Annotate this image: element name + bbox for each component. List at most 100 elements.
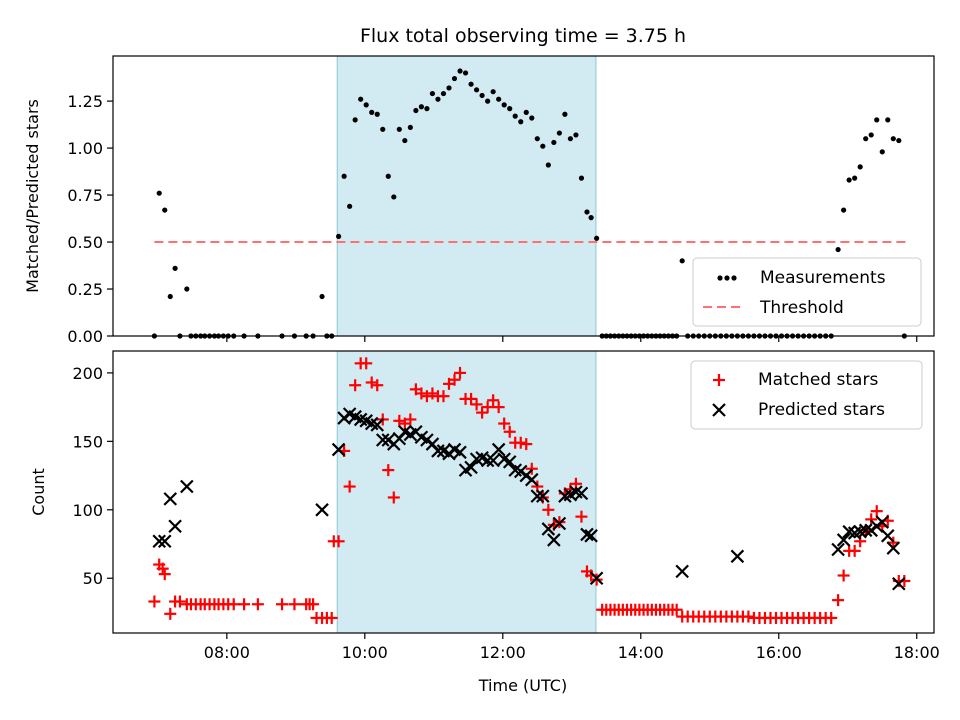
data-point — [541, 522, 556, 536]
series-matched-stars — [148, 357, 911, 624]
data-point — [370, 418, 385, 432]
data-point — [863, 136, 869, 142]
data-point — [407, 124, 413, 131]
data-point — [852, 175, 858, 181]
y-tick-label: 200 — [72, 364, 103, 383]
data-point — [679, 258, 685, 264]
data-point — [476, 406, 489, 419]
data-point — [502, 455, 517, 469]
data-point — [525, 462, 538, 475]
data-point — [523, 109, 529, 115]
legend-measurements-marker — [717, 275, 723, 281]
x-tick-label: 08:00 — [204, 643, 250, 662]
data-point — [492, 401, 505, 414]
data-point — [315, 503, 329, 517]
top-x-ticks — [226, 336, 918, 342]
data-point — [520, 438, 533, 451]
data-point — [418, 104, 424, 110]
data-point — [365, 376, 378, 389]
data-point — [556, 130, 562, 136]
x-axis-label: Time (UTC) — [478, 676, 567, 695]
data-point — [341, 173, 347, 179]
y-tick-label: 100 — [72, 501, 103, 520]
data-point — [426, 387, 439, 400]
data-point — [551, 139, 557, 146]
data-point — [542, 503, 555, 516]
data-point — [574, 486, 589, 501]
data-point — [162, 207, 168, 213]
data-point — [584, 529, 598, 543]
data-point — [479, 92, 485, 99]
data-point — [567, 136, 574, 142]
data-point — [382, 464, 395, 477]
data-point — [319, 293, 325, 300]
data-point — [454, 366, 467, 379]
data-point — [536, 489, 550, 503]
data-point — [465, 392, 478, 405]
data-point — [156, 190, 162, 196]
data-point — [578, 175, 585, 181]
data-point — [288, 598, 301, 611]
data-point — [857, 164, 863, 170]
data-point — [473, 87, 480, 93]
data-point — [730, 549, 745, 564]
data-point — [457, 68, 463, 74]
legend-predicted-marker — [712, 403, 726, 417]
data-point — [307, 598, 320, 611]
data-point — [276, 598, 289, 611]
legend-measurements-marker — [731, 275, 737, 281]
y-tick-label: 0.50 — [67, 233, 103, 252]
data-point — [848, 544, 861, 557]
top-plot-frame — [112, 55, 935, 337]
y-tick-label: 1.00 — [67, 139, 103, 158]
data-point — [349, 379, 362, 392]
data-point — [868, 132, 874, 138]
data-point — [880, 529, 895, 543]
data-point — [529, 115, 535, 121]
y-tick-label: 0.75 — [67, 186, 103, 205]
data-point — [501, 102, 507, 108]
data-point — [498, 417, 511, 430]
data-point — [157, 534, 172, 549]
data-point — [413, 107, 419, 114]
data-point — [547, 533, 561, 547]
data-point — [385, 173, 391, 179]
data-point — [332, 535, 345, 548]
bottom-x-axis: 08:00 10:00 12:00 14:00 16:00 18:00 — [204, 633, 940, 662]
top-shaded-interval — [336, 55, 597, 337]
bottom-panel: 50 100 150 200 08:00 10:00 12:00 14:00 16:00 18:… — [29, 350, 940, 695]
data-point — [885, 117, 891, 123]
legend-measurements-label: Measurements — [760, 268, 886, 288]
data-point — [227, 598, 240, 611]
data-point — [184, 286, 190, 292]
data-point — [440, 90, 447, 97]
top-legend: Measurements Threshold — [692, 257, 922, 327]
data-point — [172, 265, 178, 271]
data-point — [429, 90, 436, 97]
data-point — [545, 162, 551, 168]
data-point — [742, 610, 755, 623]
data-point — [485, 98, 491, 104]
data-point — [464, 460, 478, 475]
y-tick-label: 150 — [72, 432, 103, 451]
data-point — [540, 143, 546, 149]
data-point — [496, 96, 502, 102]
series-predicted-stars — [152, 407, 906, 591]
bottom-y-axis: 50 100 150 200 — [72, 364, 113, 588]
data-point — [363, 102, 369, 108]
data-point — [858, 523, 873, 538]
data-point — [875, 515, 890, 529]
data-point — [358, 96, 364, 102]
data-point — [890, 136, 896, 142]
data-point — [336, 233, 342, 240]
data-point — [562, 111, 568, 117]
data-point — [163, 492, 178, 506]
data-point — [437, 390, 450, 403]
data-point — [156, 562, 169, 575]
data-point — [448, 373, 461, 386]
x-tick-label: 16:00 — [756, 643, 802, 662]
data-point — [534, 136, 540, 142]
data-point — [152, 534, 167, 549]
data-point — [431, 444, 445, 458]
x-tick-label: 12:00 — [480, 643, 526, 662]
